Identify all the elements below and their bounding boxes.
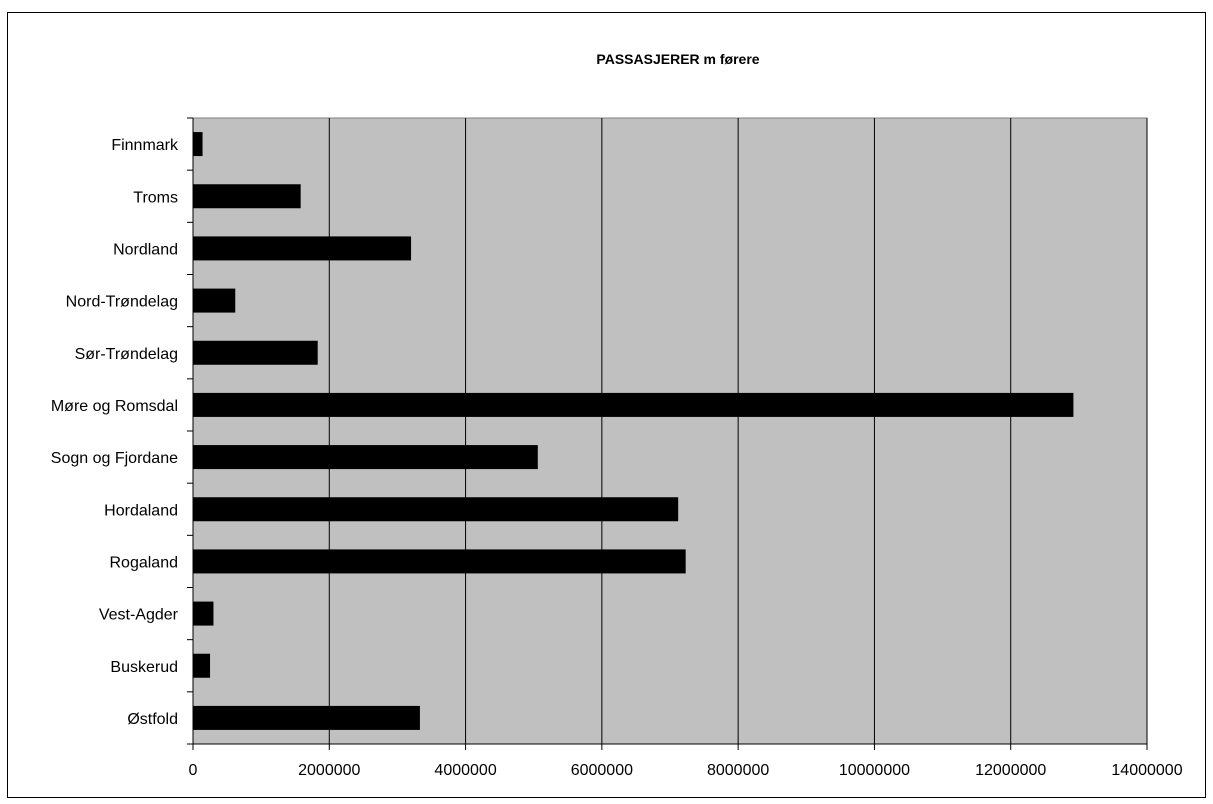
- chart-title: PASSASJERER m førere: [596, 51, 759, 67]
- x-tick-label: 6000000: [571, 762, 633, 779]
- category-label: Sør-Trøndelag: [75, 346, 178, 363]
- category-label: Nordland: [113, 241, 178, 258]
- chart-frame: PASSASJERER m førere Finnmark Troms Nordla…: [7, 12, 1206, 798]
- x-tick-label: 12000000: [975, 762, 1046, 779]
- x-tick-label: 2000000: [298, 762, 360, 779]
- category-label: Troms: [133, 189, 178, 206]
- x-tick-label: 14000000: [1111, 762, 1182, 779]
- category-label: Finnmark: [111, 137, 179, 154]
- bars: [193, 132, 1074, 730]
- bar-troms: [193, 184, 301, 209]
- bar-vest-agder: [193, 601, 214, 626]
- category-label: Sogn og Fjordane: [51, 450, 178, 467]
- bar-chart: PASSASJERER m førere Finnmark Troms Nordla…: [51, 51, 1183, 779]
- category-label: Nord-Trøndelag: [66, 294, 178, 311]
- bar-nord-trøndelag: [193, 288, 236, 313]
- bar-buskerud: [193, 653, 211, 678]
- axes: [187, 117, 1148, 750]
- category-label: Buskerud: [110, 659, 178, 676]
- bar-møre-og-romsdal: [193, 392, 1074, 417]
- bar-nordland: [193, 236, 412, 261]
- gridlines: [328, 118, 1148, 744]
- category-label: Østfold: [127, 711, 178, 728]
- bar-østfold: [193, 705, 420, 730]
- x-tick-labels: 0 2000000 4000000 6000000 8000000 10000000 120…: [189, 762, 1183, 779]
- bar-sogn-og-fjordane: [193, 445, 538, 470]
- category-label: Vest-Agder: [99, 607, 179, 624]
- bar-rogaland: [193, 549, 686, 574]
- x-tick-label: 4000000: [434, 762, 496, 779]
- category-label: Rogaland: [110, 554, 179, 571]
- category-labels: Finnmark Troms Nordland Nord-Trøndelag Sør-T…: [51, 137, 179, 728]
- bar-hordaland: [193, 497, 679, 522]
- bar-finnmark: [193, 132, 203, 157]
- x-tick-label: 10000000: [839, 762, 910, 779]
- x-tick-label: 8000000: [707, 762, 769, 779]
- bar-sør-trøndelag: [193, 340, 318, 365]
- plot-area: [192, 117, 1148, 745]
- category-label: Møre og Romsdal: [51, 398, 178, 415]
- category-label: Hordaland: [104, 502, 178, 519]
- x-tick-label: 0: [189, 762, 198, 779]
